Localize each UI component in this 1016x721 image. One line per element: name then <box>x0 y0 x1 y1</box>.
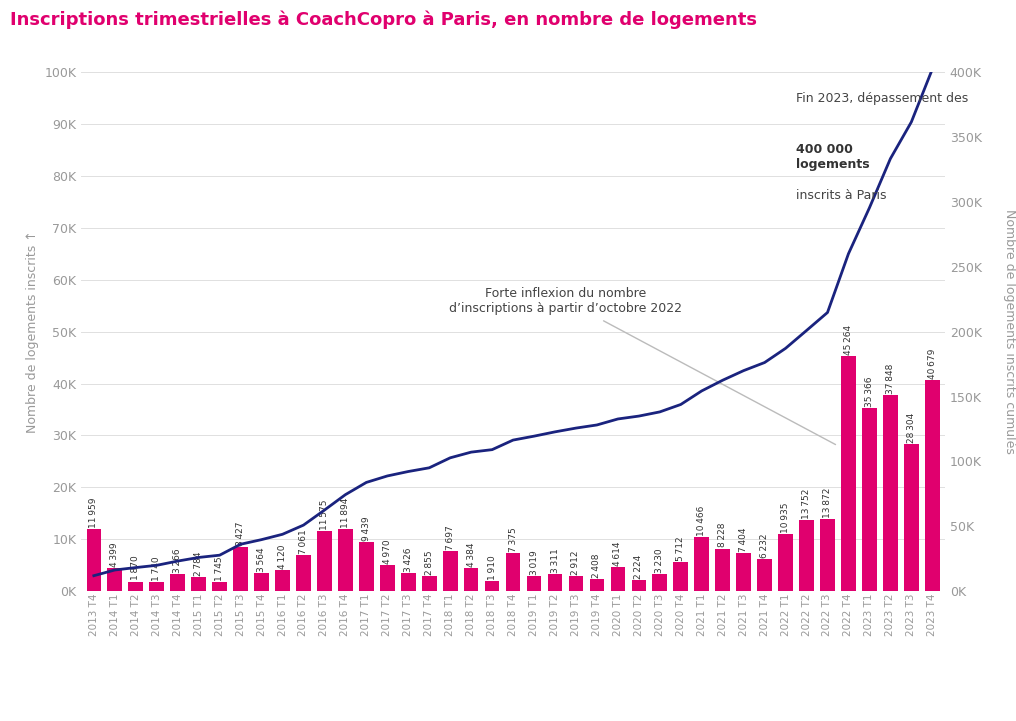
Text: 3 311: 3 311 <box>551 548 560 573</box>
Text: 35 366: 35 366 <box>865 376 874 407</box>
Bar <box>674 562 688 591</box>
Bar <box>863 407 877 591</box>
Text: 2 912: 2 912 <box>571 551 580 575</box>
Text: 1 740: 1 740 <box>152 557 162 581</box>
Text: 2 224: 2 224 <box>634 554 643 579</box>
Bar <box>883 394 898 591</box>
Text: 37 848: 37 848 <box>886 363 895 394</box>
Bar <box>191 577 206 591</box>
Text: 13 752: 13 752 <box>802 488 811 519</box>
Text: 3 266: 3 266 <box>173 549 182 573</box>
Y-axis label: Nombre de logements inscrits ↑: Nombre de logements inscrits ↑ <box>25 230 39 433</box>
Text: 3 019: 3 019 <box>529 549 538 575</box>
Text: 400 000
logements: 400 000 logements <box>797 143 870 172</box>
Bar <box>611 567 625 591</box>
Bar <box>212 582 227 591</box>
Text: 3 426: 3 426 <box>403 548 412 572</box>
Bar <box>108 568 122 591</box>
Bar <box>338 529 353 591</box>
Bar <box>234 547 248 591</box>
Text: 10 935: 10 935 <box>781 503 790 534</box>
Bar <box>632 580 646 591</box>
Bar <box>925 380 940 591</box>
Bar <box>841 356 855 591</box>
Text: 7 375: 7 375 <box>509 527 517 552</box>
Text: 13 872: 13 872 <box>823 488 832 518</box>
Text: Inscriptions trimestrielles à CoachCopro à Paris, en nombre de logements: Inscriptions trimestrielles à CoachCopro… <box>10 11 757 30</box>
Text: 4 399: 4 399 <box>111 543 119 567</box>
Bar <box>464 568 479 591</box>
Text: 8 228: 8 228 <box>718 523 727 547</box>
Text: 11 575: 11 575 <box>320 500 329 530</box>
Bar <box>694 537 709 591</box>
Bar <box>443 552 457 591</box>
Bar <box>86 529 102 591</box>
Bar <box>380 565 394 591</box>
Bar <box>254 572 269 591</box>
Bar <box>317 531 332 591</box>
Bar <box>401 573 416 591</box>
Text: 2 408: 2 408 <box>592 553 601 578</box>
Text: 28 304: 28 304 <box>907 413 915 443</box>
Text: 40 679: 40 679 <box>928 349 937 379</box>
Text: 7 404: 7 404 <box>740 527 748 552</box>
Text: Forte inflexion du nombre
d’inscriptions à partir d’octobre 2022: Forte inflexion du nombre d’inscriptions… <box>449 286 835 445</box>
Text: 4 120: 4 120 <box>278 544 287 569</box>
Bar <box>296 554 311 591</box>
Bar <box>171 574 185 591</box>
Text: 7 697: 7 697 <box>446 526 455 550</box>
Bar <box>737 553 751 591</box>
Bar <box>506 553 520 591</box>
Text: 2 855: 2 855 <box>425 551 434 575</box>
Text: 11 959: 11 959 <box>89 497 99 528</box>
Bar <box>548 574 562 591</box>
Text: 7 061: 7 061 <box>299 528 308 554</box>
Text: 4 614: 4 614 <box>614 541 623 566</box>
Y-axis label: Nombre de logements inscrits cumulés: Nombre de logements inscrits cumulés <box>1003 209 1016 454</box>
Text: 3 230: 3 230 <box>655 549 664 573</box>
Bar <box>820 519 835 591</box>
Text: 10 466: 10 466 <box>697 505 706 536</box>
Bar <box>778 534 792 591</box>
Bar <box>359 542 374 591</box>
Text: 8 427: 8 427 <box>236 522 245 547</box>
Text: 4 384: 4 384 <box>466 543 475 567</box>
Bar <box>904 444 918 591</box>
Text: 45 264: 45 264 <box>844 325 853 355</box>
Bar <box>526 575 542 591</box>
Bar <box>757 559 772 591</box>
Bar <box>149 582 164 591</box>
Text: 1 910: 1 910 <box>488 555 497 580</box>
Text: 11 894: 11 894 <box>341 498 350 528</box>
Text: Fin 2023, dépassement des: Fin 2023, dépassement des <box>797 92 972 105</box>
Text: 3 564: 3 564 <box>257 547 266 572</box>
Bar <box>715 549 731 591</box>
Text: 1 870: 1 870 <box>131 556 140 580</box>
Text: 5 712: 5 712 <box>677 536 685 560</box>
Bar <box>800 520 814 591</box>
Text: inscrits à Paris: inscrits à Paris <box>797 189 887 202</box>
Text: 1 745: 1 745 <box>215 557 225 581</box>
Bar <box>128 582 143 591</box>
Text: 4 970: 4 970 <box>383 540 392 565</box>
Bar <box>652 575 668 591</box>
Text: 9 439: 9 439 <box>362 516 371 541</box>
Bar <box>589 579 605 591</box>
Text: 6 232: 6 232 <box>760 534 769 558</box>
Bar <box>422 576 437 591</box>
Bar <box>275 570 290 591</box>
Text: 2 784: 2 784 <box>194 552 203 576</box>
Bar <box>485 581 500 591</box>
Bar <box>569 576 583 591</box>
